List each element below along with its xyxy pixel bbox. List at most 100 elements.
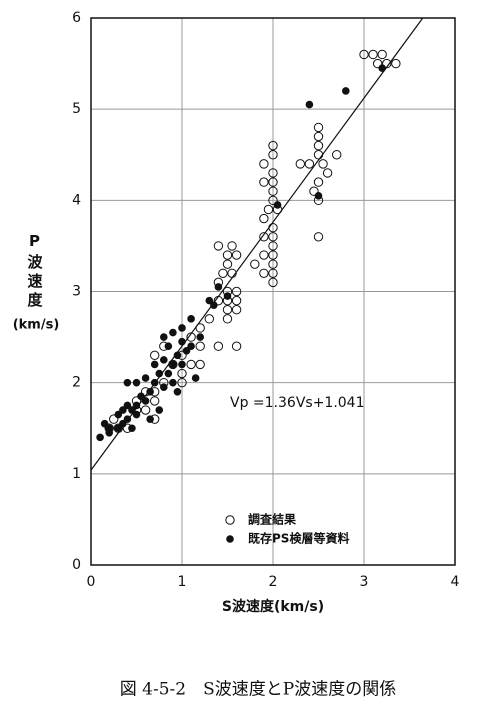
plot-frame bbox=[90, 17, 456, 566]
data-point bbox=[313, 131, 324, 142]
legend-label: 既存PS検層等資料 bbox=[248, 531, 349, 546]
legend-label: 調査結果 bbox=[248, 512, 296, 527]
data-point bbox=[204, 314, 215, 324]
data-point bbox=[123, 415, 132, 423]
data-point bbox=[313, 177, 324, 187]
data-point bbox=[177, 377, 187, 388]
data-point bbox=[268, 150, 278, 160]
data-point bbox=[332, 150, 342, 160]
data-point bbox=[313, 140, 324, 151]
data-point bbox=[304, 159, 315, 169]
data-point bbox=[168, 359, 178, 370]
data-point bbox=[213, 241, 224, 251]
data-point bbox=[100, 419, 109, 428]
data-point bbox=[313, 150, 324, 160]
data-point bbox=[173, 387, 182, 396]
data-point bbox=[268, 232, 278, 242]
data-point bbox=[150, 360, 159, 369]
data-point bbox=[146, 415, 154, 423]
data-point bbox=[231, 286, 242, 297]
y-tick-label: 0 bbox=[72, 557, 81, 573]
legend-marker bbox=[225, 515, 235, 525]
x-tick-label: 1 bbox=[178, 574, 187, 590]
data-point bbox=[223, 292, 232, 300]
data-point bbox=[113, 423, 124, 433]
data-point bbox=[119, 406, 127, 414]
fit-line bbox=[90, 17, 424, 471]
data-point bbox=[250, 259, 260, 269]
data-point bbox=[187, 342, 195, 351]
data-point bbox=[268, 259, 278, 269]
data-point bbox=[309, 186, 319, 196]
data-point bbox=[268, 177, 278, 187]
data-point bbox=[368, 49, 378, 60]
data-point bbox=[313, 232, 324, 242]
data-point bbox=[295, 159, 305, 169]
data-point bbox=[227, 241, 237, 251]
data-point bbox=[195, 323, 205, 333]
data-point bbox=[268, 186, 278, 196]
data-point bbox=[214, 283, 223, 291]
y-axis-label: P波速度 bbox=[26, 232, 44, 311]
data-point bbox=[114, 410, 123, 419]
data-point bbox=[213, 341, 224, 351]
data-point bbox=[178, 360, 186, 369]
data-point bbox=[182, 346, 191, 355]
data-point bbox=[231, 295, 242, 306]
data-point bbox=[150, 396, 160, 406]
data-point bbox=[259, 177, 269, 187]
data-point bbox=[268, 195, 278, 206]
data-point bbox=[155, 406, 164, 414]
legend-marker bbox=[226, 535, 234, 543]
data-point bbox=[195, 359, 205, 370]
data-point bbox=[378, 64, 387, 72]
data-point bbox=[227, 268, 237, 278]
data-point bbox=[164, 342, 173, 351]
data-point bbox=[218, 268, 228, 278]
data-point bbox=[305, 100, 314, 109]
data-point bbox=[259, 213, 269, 224]
data-point bbox=[123, 378, 132, 387]
data-point bbox=[259, 232, 269, 242]
data-point bbox=[186, 332, 196, 342]
x-tick-label: 4 bbox=[451, 574, 460, 590]
data-point bbox=[178, 324, 186, 332]
y-tick-label: 1 bbox=[72, 466, 81, 482]
caption: 図 4-5-2 S波速度とP波速度の関係 bbox=[120, 680, 396, 700]
x-tick-label: 2 bbox=[269, 574, 278, 590]
data-point bbox=[268, 277, 278, 288]
data-point bbox=[268, 222, 278, 233]
data-point bbox=[114, 424, 123, 433]
data-point bbox=[132, 401, 141, 410]
data-point bbox=[222, 305, 233, 315]
data-point bbox=[314, 191, 323, 200]
data-point bbox=[210, 301, 218, 309]
data-point bbox=[268, 250, 278, 260]
data-point bbox=[268, 241, 278, 251]
data-point bbox=[259, 268, 269, 278]
y-tick-label: 6 bbox=[72, 10, 81, 26]
data-point bbox=[196, 333, 204, 341]
data-point bbox=[141, 374, 150, 382]
data-point bbox=[222, 259, 233, 269]
data-point bbox=[342, 87, 350, 95]
data-point bbox=[169, 328, 177, 337]
data-point bbox=[231, 305, 242, 315]
data-point bbox=[222, 314, 233, 324]
data-point bbox=[123, 401, 132, 410]
data-point bbox=[213, 295, 224, 306]
data-point bbox=[372, 58, 383, 69]
data-point bbox=[132, 378, 141, 387]
data-point bbox=[222, 250, 233, 260]
data-point bbox=[178, 337, 186, 346]
data-point bbox=[169, 360, 177, 369]
data-point bbox=[259, 250, 269, 260]
y-tick-label: 2 bbox=[72, 375, 81, 391]
x-tick-label: 3 bbox=[360, 574, 369, 590]
y-tick-label: 5 bbox=[72, 101, 81, 117]
data-point bbox=[268, 140, 278, 151]
data-point bbox=[150, 378, 159, 387]
data-point bbox=[141, 397, 150, 405]
data-point bbox=[164, 369, 173, 378]
